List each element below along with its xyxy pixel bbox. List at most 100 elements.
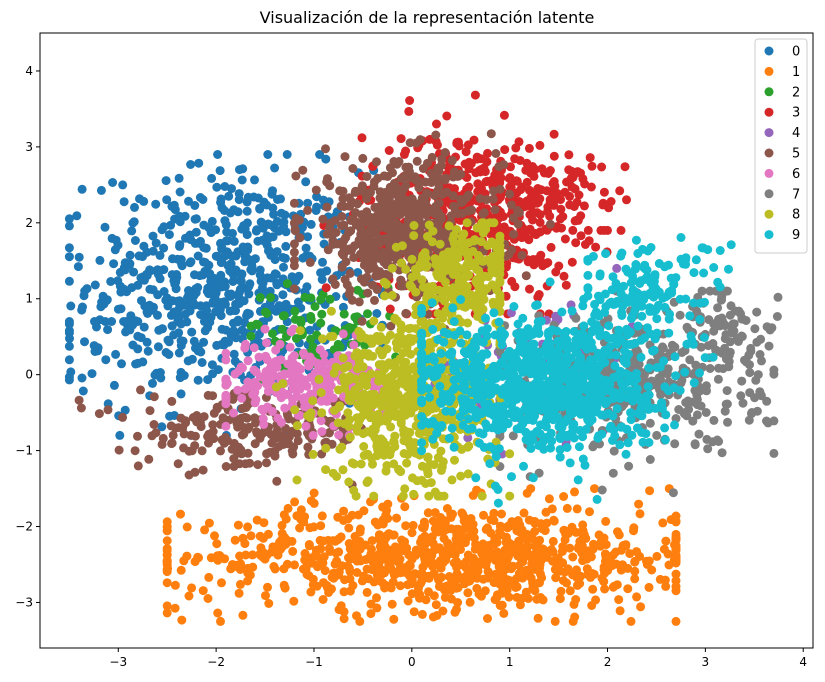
data-point: [199, 412, 209, 422]
data-point: [145, 300, 154, 310]
data-point: [308, 396, 318, 406]
data-point: [246, 331, 256, 341]
data-point: [251, 367, 261, 377]
data-point: [615, 606, 625, 616]
data-point: [536, 519, 546, 529]
data-point: [266, 293, 276, 302]
data-point: [64, 355, 74, 365]
data-point: [324, 544, 334, 554]
data-point: [535, 210, 545, 220]
data-point: [185, 288, 195, 298]
data-point: [372, 331, 382, 341]
data-point: [130, 202, 139, 212]
data-point: [532, 594, 542, 604]
data-point: [570, 184, 580, 194]
data-point: [312, 202, 322, 212]
data-point: [461, 556, 471, 566]
data-point: [465, 597, 475, 607]
data-point: [345, 566, 355, 576]
data-point: [119, 197, 129, 207]
data-point: [652, 430, 662, 440]
data-point: [338, 186, 348, 196]
data-point: [174, 173, 184, 183]
data-point: [514, 208, 524, 218]
data-point: [306, 293, 316, 303]
data-point: [557, 547, 567, 556]
data-point: [208, 369, 218, 379]
data-point: [336, 601, 346, 611]
data-point: [94, 409, 104, 419]
data-point: [308, 580, 318, 590]
data-point: [369, 316, 379, 326]
data-point: [246, 531, 256, 541]
data-point: [389, 437, 399, 447]
data-point: [568, 570, 578, 580]
data-point: [193, 283, 203, 292]
data-point: [127, 226, 137, 236]
data-point: [375, 267, 385, 277]
data-point: [334, 567, 344, 577]
data-point: [303, 232, 313, 242]
data-point: [295, 233, 305, 243]
data-point: [383, 253, 393, 263]
data-point: [488, 194, 498, 204]
data-point: [319, 536, 328, 546]
data-point: [259, 420, 269, 429]
data-point: [195, 271, 205, 281]
data-point: [418, 539, 427, 549]
data-point: [127, 283, 137, 293]
data-point: [260, 554, 270, 564]
data-point: [604, 203, 614, 213]
data-point: [561, 529, 571, 539]
data-point: [261, 351, 271, 361]
data-point: [209, 298, 219, 307]
data-point: [378, 578, 388, 588]
data-point: [717, 448, 727, 458]
data-point: [197, 446, 207, 456]
data-point: [395, 581, 405, 591]
data-point: [509, 213, 518, 223]
data-point: [79, 291, 89, 301]
data-point: [372, 285, 382, 294]
data-point: [444, 221, 454, 231]
data-point: [185, 230, 195, 240]
data-point: [293, 297, 303, 307]
data-point: [103, 405, 113, 415]
data-point: [386, 422, 396, 432]
data-point: [630, 557, 640, 567]
data-point: [468, 519, 478, 529]
data-point: [463, 433, 473, 443]
data-point: [396, 281, 406, 291]
data-point: [162, 526, 172, 536]
data-point: [670, 342, 680, 352]
data-point: [195, 193, 205, 202]
data-point: [338, 302, 348, 312]
data-point: [338, 353, 348, 363]
data-point: [403, 450, 413, 459]
data-point: [149, 420, 159, 429]
data-point: [64, 252, 74, 262]
data-point: [185, 258, 195, 268]
data-point: [334, 547, 344, 557]
data-point: [415, 593, 424, 603]
data-point: [504, 592, 514, 602]
data-point: [611, 547, 621, 557]
data-point: [420, 559, 430, 569]
data-point: [64, 243, 74, 253]
data-point: [221, 421, 231, 431]
data-point: [300, 402, 310, 412]
data-point: [387, 263, 397, 273]
data-point: [671, 534, 681, 544]
data-point: [486, 528, 496, 538]
data-point: [456, 471, 466, 481]
data-point: [432, 119, 441, 129]
data-point: [303, 198, 313, 208]
data-point: [302, 282, 312, 292]
data-point: [193, 552, 203, 562]
data-point: [303, 442, 313, 452]
data-point: [398, 185, 408, 195]
data-point: [545, 166, 555, 175]
data-point: [358, 153, 368, 163]
data-point: [431, 600, 441, 610]
data-point: [444, 433, 454, 443]
